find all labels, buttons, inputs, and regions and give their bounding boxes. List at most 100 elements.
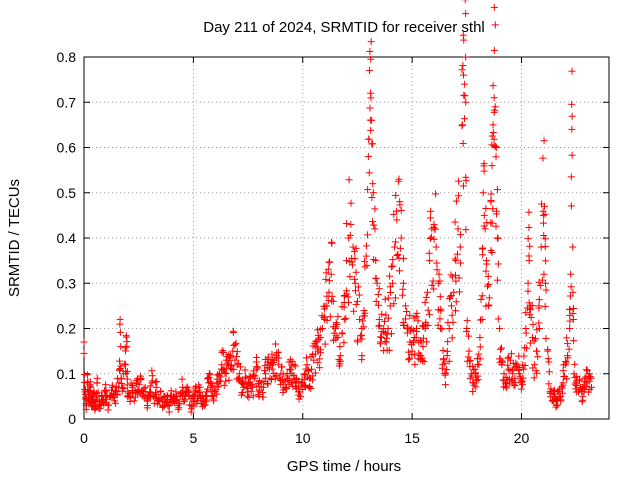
data-point [300, 381, 308, 389]
x-axis-label: GPS time / hours [287, 458, 401, 475]
data-point [157, 387, 165, 395]
data-point [489, 82, 497, 90]
data-point [113, 390, 121, 398]
data-point [557, 396, 565, 404]
data-point [348, 258, 356, 266]
data-point [432, 190, 440, 198]
data-point [433, 266, 441, 274]
data-point [96, 404, 104, 412]
data-point [286, 365, 294, 373]
data-point [538, 200, 546, 208]
data-point [431, 225, 439, 233]
data-point [352, 268, 360, 276]
data-point [279, 386, 287, 394]
data-point [455, 274, 463, 282]
data-point [545, 358, 553, 366]
x-tick-label: 20 [514, 430, 530, 446]
data-point [202, 391, 210, 399]
data-point [351, 279, 359, 287]
data-point [397, 234, 405, 242]
data-point [460, 71, 468, 79]
data-point [558, 383, 566, 391]
data-point [152, 383, 160, 391]
data-point [305, 366, 313, 374]
data-point [388, 279, 396, 287]
data-point [564, 340, 572, 348]
data-point [365, 135, 373, 143]
data-point [466, 357, 474, 365]
data-point [335, 356, 343, 364]
data-point [571, 374, 579, 382]
data-point [483, 260, 491, 268]
data-point [420, 358, 428, 366]
data-point [472, 383, 480, 391]
data-point [531, 361, 539, 369]
y-tick-label: 0.7 [57, 94, 77, 110]
data-point [563, 334, 571, 342]
data-point [302, 354, 310, 362]
data-point [86, 382, 94, 390]
data-point [112, 399, 120, 407]
data-point [503, 384, 511, 392]
data-point [521, 362, 529, 370]
data-point [567, 202, 575, 210]
data-point [454, 192, 462, 200]
data-point [257, 383, 265, 391]
data-point [381, 295, 389, 303]
data-point [564, 354, 572, 362]
data-point [315, 335, 323, 343]
data-point [478, 292, 486, 300]
data-point [362, 242, 370, 250]
data-point [460, 36, 468, 44]
data-point [587, 374, 595, 382]
data-point [245, 393, 253, 401]
data-point [249, 392, 257, 400]
data-point [446, 293, 454, 301]
data-point [451, 255, 459, 263]
data-point [367, 126, 375, 134]
data-point [504, 354, 512, 362]
data-point [463, 327, 471, 335]
data-point [496, 325, 504, 332]
data-points [80, 0, 595, 416]
data-point [559, 367, 567, 375]
data-point [116, 357, 124, 365]
data-point [363, 261, 371, 269]
data-point [535, 325, 543, 333]
data-point [507, 350, 515, 358]
data-point [340, 339, 348, 347]
x-tick-label: 10 [295, 430, 311, 446]
data-point [80, 338, 88, 346]
data-point [476, 343, 484, 351]
data-point [425, 249, 433, 257]
data-point [491, 106, 499, 114]
data-point [525, 252, 533, 260]
data-point [195, 381, 203, 389]
data-point [362, 252, 370, 260]
data-point [189, 403, 197, 411]
data-point [508, 376, 516, 384]
data-point [528, 334, 536, 342]
data-point [129, 381, 137, 389]
data-point [203, 375, 211, 383]
data-point [458, 122, 466, 130]
data-point [492, 153, 500, 161]
data-point [570, 337, 578, 345]
data-point [174, 405, 182, 413]
data-point [480, 160, 488, 168]
data-point [441, 381, 449, 389]
data-point [459, 139, 467, 147]
data-point [260, 378, 268, 386]
data-point [479, 244, 487, 252]
data-point [490, 3, 498, 11]
data-point [533, 369, 541, 377]
data-point [148, 377, 156, 385]
data-point [326, 258, 334, 266]
data-point [541, 235, 549, 243]
data-point [586, 373, 594, 381]
data-point [542, 257, 550, 265]
x-tick-label: 15 [404, 430, 420, 446]
data-point [117, 364, 125, 372]
data-point [498, 357, 506, 365]
data-point [235, 359, 243, 367]
